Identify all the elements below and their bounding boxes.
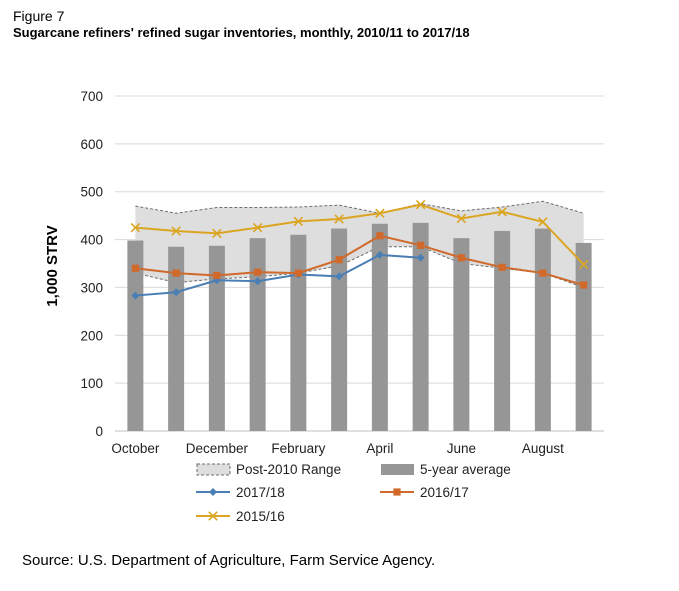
- bar: [534, 228, 551, 431]
- y-tick-label: 500: [80, 185, 103, 200]
- diamond-marker: [172, 288, 181, 297]
- x-marker: [130, 222, 141, 233]
- legend-label: 2017/18: [236, 485, 285, 500]
- x-marker: [538, 217, 548, 227]
- x-marker-stroke: [130, 222, 141, 233]
- figure-label: Figure 7: [13, 8, 65, 24]
- y-tick-label: 0: [95, 424, 103, 439]
- square-marker: [254, 268, 262, 276]
- x-marker: [456, 213, 467, 224]
- gridlines: [115, 95, 604, 432]
- legend-label: 2015/16: [236, 509, 285, 524]
- x-marker-stroke: [334, 214, 344, 224]
- y-tick-label: 700: [80, 89, 103, 104]
- range-band: [135, 201, 584, 288]
- x-marker: [497, 207, 507, 217]
- y-tick-label: 200: [80, 328, 103, 343]
- bar: [494, 230, 511, 431]
- square-marker: [498, 263, 506, 271]
- x-tick-label: February: [271, 441, 325, 456]
- square-marker: [457, 254, 465, 262]
- x-marker: [375, 208, 385, 219]
- x-tick-label: December: [186, 441, 249, 456]
- x-tick-label: June: [447, 441, 476, 456]
- x-marker: [293, 216, 304, 227]
- legend: Post-2010 Range 5-year average 2017/18 2016…: [196, 462, 511, 524]
- x-marker-stroke: [497, 207, 507, 217]
- square-marker: [131, 264, 139, 272]
- diamond-marker: [209, 488, 217, 496]
- x-marker-stroke: [578, 259, 589, 270]
- bars: [127, 222, 592, 431]
- square-marker: [417, 241, 425, 249]
- series-lines: [130, 199, 589, 300]
- x-tick-label: October: [111, 441, 160, 456]
- chart: 0 100 200 300 400 500 600 700 October December Fe…: [44, 89, 604, 524]
- x-marker: [415, 199, 426, 210]
- legend-swatch-bars: [381, 464, 414, 475]
- y-tick-label: 400: [80, 233, 103, 248]
- y-axis-ticks: 0 100 200 300 400 500 600 700: [80, 89, 103, 439]
- square-marker: [172, 269, 180, 277]
- square-marker: [294, 269, 302, 277]
- x-tick-label: April: [366, 441, 393, 456]
- x-marker-stroke: [538, 217, 548, 227]
- y-axis-label: 1,000 STRV: [44, 225, 61, 306]
- square-marker: [393, 488, 401, 496]
- legend-label: 5-year average: [420, 462, 511, 477]
- x-marker-stroke: [212, 228, 222, 239]
- x-marker-stroke: [375, 208, 385, 219]
- bar: [371, 223, 388, 431]
- square-marker: [335, 256, 343, 264]
- y-tick-label: 600: [80, 137, 103, 152]
- bar: [208, 245, 225, 431]
- bar: [290, 234, 307, 431]
- x-marker-stroke: [252, 222, 263, 233]
- x-marker: [171, 226, 181, 236]
- x-marker-stroke: [456, 213, 467, 224]
- x-marker-stroke: [293, 216, 304, 227]
- y-tick-label: 100: [80, 376, 103, 391]
- diamond-marker: [416, 253, 425, 262]
- legend-label: Post-2010 Range: [236, 462, 341, 477]
- x-axis-ticks: October December February April June August: [111, 441, 564, 456]
- diamond-marker: [375, 250, 384, 259]
- diamond-marker: [335, 272, 344, 281]
- bar: [412, 222, 429, 431]
- series-line: [135, 234, 584, 286]
- bar: [575, 242, 592, 431]
- square-marker: [376, 232, 384, 240]
- bar: [127, 240, 144, 431]
- diamond-marker: [131, 291, 140, 300]
- square-marker: [580, 281, 588, 289]
- chart-title: Sugarcane refiners' refined sugar invent…: [13, 25, 470, 40]
- x-marker: [212, 228, 222, 239]
- x-marker: [334, 214, 344, 224]
- series-line: [135, 203, 585, 266]
- y-tick-label: 300: [80, 280, 103, 295]
- bar: [249, 238, 266, 431]
- x-marker: [252, 222, 263, 233]
- x-tick-label: August: [522, 441, 564, 456]
- x-marker: [208, 511, 218, 521]
- range-upper-border: [135, 200, 584, 214]
- bar: [453, 238, 470, 431]
- source-note: Source: U.S. Department of Agriculture, …: [22, 552, 436, 569]
- square-marker: [213, 271, 221, 280]
- x-marker-stroke: [208, 511, 218, 521]
- x-marker: [578, 259, 589, 270]
- series-line: [135, 253, 421, 297]
- bar: [331, 228, 348, 431]
- square-marker: [539, 269, 547, 277]
- diamond-marker: [253, 277, 262, 286]
- legend-swatch-range: [196, 463, 231, 476]
- legend-label: 2016/17: [420, 485, 469, 500]
- x-marker-stroke: [415, 199, 426, 210]
- x-marker-stroke: [171, 226, 181, 236]
